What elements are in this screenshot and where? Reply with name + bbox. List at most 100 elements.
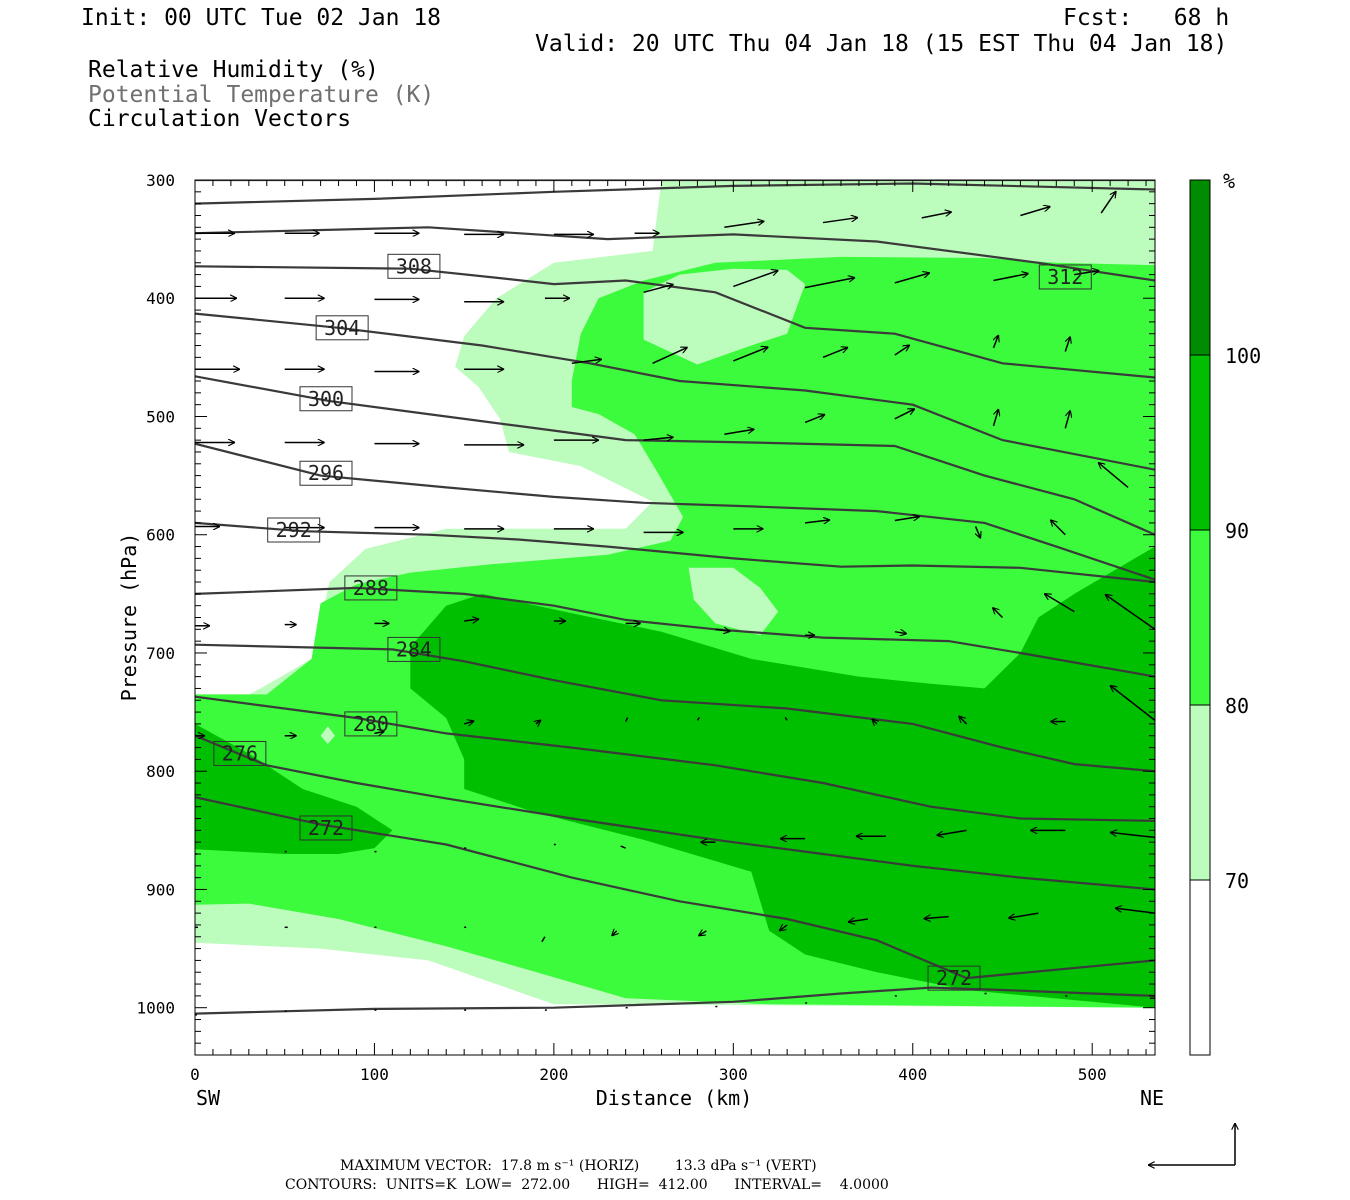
theta-contour-276 (195, 734, 1155, 891)
max-vector-note: MAXIMUM VECTOR: 17.8 m s⁻¹ (HORIZ) 13.3 … (340, 1158, 817, 1174)
theta-contour-312 (195, 226, 1155, 282)
circulation-vector (698, 931, 707, 936)
y-tick-label: 300 (146, 171, 175, 190)
circulation-vector (696, 716, 701, 721)
circulation-vector (724, 221, 764, 229)
circulation-vector (724, 429, 754, 435)
colorbar-segment (1190, 355, 1210, 530)
theta-label-box (213, 740, 267, 766)
y-tick-label: 700 (146, 644, 175, 663)
circulation-vector (924, 917, 949, 919)
circulation-vector (1044, 594, 1075, 613)
theta-label-box (387, 253, 441, 279)
x-tick-label: 400 (898, 1065, 927, 1084)
circulation-vector (1008, 912, 1039, 918)
x-tick-label: 300 (719, 1065, 748, 1084)
humidity-region-70 (643, 268, 806, 365)
legend-potential-temperature: Potential Temperature (K) (88, 82, 435, 108)
circulation-vector (620, 845, 626, 849)
theta-label-box (315, 315, 369, 341)
theta-label: 284 (396, 637, 432, 661)
theta-label-box (344, 711, 398, 737)
colorbar-label: 100 (1225, 344, 1261, 368)
circulation-vector (779, 925, 788, 931)
circulation-vector (374, 731, 384, 733)
x-tick-label: 200 (539, 1065, 568, 1084)
circulation-vector (784, 716, 788, 721)
sw-label: SW (196, 1086, 221, 1110)
colorbar-label: 90 (1225, 519, 1249, 543)
colorbar: 100 90 80 70 (1189, 179, 1261, 1056)
circulation-vector (993, 274, 1029, 282)
theta-label-box (299, 815, 353, 841)
circulation-vector (1110, 832, 1155, 839)
circulation-vector (643, 284, 674, 294)
colorbar-frame (1189, 179, 1211, 1056)
circulation-vector (652, 347, 688, 364)
circulation-vector (541, 936, 546, 943)
circulation-vector (872, 719, 877, 724)
circulation-vector (937, 829, 967, 835)
circulation-vector (894, 345, 910, 356)
circulation-vector (612, 931, 617, 936)
circulation-vector (822, 347, 848, 359)
circulation-vector (1064, 410, 1070, 429)
contour-info-note: CONTOURS: UNITS=K LOW= 272.00 HIGH= 412.… (285, 1177, 889, 1193)
colorbar-segment (1190, 880, 1210, 1055)
theta-contour-288 (195, 586, 1155, 678)
circulation-vector (1100, 191, 1116, 214)
colorbar-segment (1190, 530, 1210, 705)
circulation-vector (921, 212, 952, 219)
circulation-vector (1098, 462, 1129, 489)
circulation-vector-layer (195, 191, 1155, 1016)
theta-label: 288 (353, 576, 389, 600)
humidity-region-70 (688, 567, 779, 636)
circulation-vector (894, 408, 915, 420)
theta-label: 276 (222, 741, 258, 765)
colorbar-segment (1190, 705, 1210, 880)
y-tick-label: 800 (146, 762, 175, 781)
circulation-vector (1110, 685, 1155, 721)
circulation-vector (804, 278, 855, 289)
ne-label: NE (1140, 1086, 1164, 1110)
colorbar-label: 70 (1225, 869, 1249, 893)
theta-label: 272 (308, 816, 344, 840)
circulation-vector (976, 526, 981, 538)
theta-contour-284 (195, 643, 1155, 773)
theta-label-box (927, 965, 981, 991)
theta-label: 296 (308, 461, 344, 485)
theta-label-box (299, 386, 353, 412)
theta-label-box (344, 575, 398, 601)
theta-contour-308 (195, 182, 1155, 205)
circulation-vector (1074, 271, 1099, 276)
circulation-vector (994, 335, 999, 349)
forecast-hour: Fcst: 68 h (1063, 5, 1230, 31)
circulation-vector (624, 717, 629, 722)
valid-time: Valid: 20 UTC Thu 04 Jan 18 (15 EST Thu … (535, 31, 1228, 57)
theta-label: 300 (308, 387, 344, 411)
circulation-vector (536, 720, 541, 724)
theta-contour-272 (195, 796, 1155, 980)
colorbar-segment (1190, 180, 1210, 355)
circulation-vector (805, 520, 830, 523)
theta-label-box (387, 636, 441, 662)
theta-label-box (267, 517, 321, 543)
y-axis-label: Pressure (hPa) (117, 533, 141, 702)
circulation-vector (733, 347, 768, 362)
humidity-fill-layer (195, 180, 1155, 1008)
legend-circulation-vectors: Circulation Vectors (88, 106, 352, 132)
theta-contour-labels: 312 308 304 300 296 292 288 284 280 276 272 272 (213, 253, 1092, 991)
circulation-vector (464, 619, 479, 621)
circulation-vector (894, 517, 920, 522)
theta-label: 304 (324, 316, 360, 340)
theta-label-box (299, 460, 353, 486)
circulation-vector (1105, 594, 1155, 630)
y-tick-label: 600 (146, 526, 175, 545)
circulation-vector (959, 716, 968, 725)
legend-relative-humidity: Relative Humidity (%) (88, 57, 379, 83)
theta-contour-292 (195, 521, 1155, 584)
circulation-vector (894, 273, 930, 284)
x-tick-label: 100 (360, 1065, 389, 1084)
circulation-vector (1064, 336, 1070, 352)
